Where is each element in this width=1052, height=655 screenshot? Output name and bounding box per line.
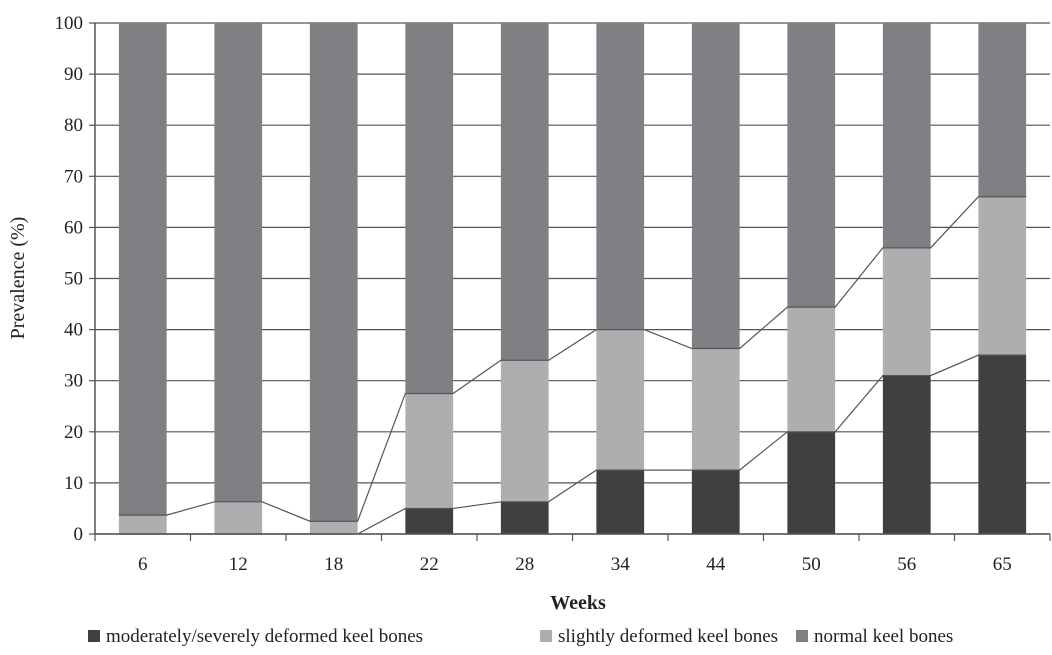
y-tick-label: 0 xyxy=(74,524,84,545)
bar-segment-normal-week-12 xyxy=(214,23,263,502)
bar-segment-slightly-week-28 xyxy=(500,360,549,502)
x-tick-label: 34 xyxy=(611,554,631,575)
y-tick-label: 10 xyxy=(64,473,83,494)
bar-segment-normal-week-28 xyxy=(500,23,549,361)
bar-segment-normal-week-6 xyxy=(118,23,167,516)
bar-segment-slightly-week-56 xyxy=(882,247,931,376)
bar-segment-moderately-severely-week-50 xyxy=(787,431,836,534)
bar-segment-slightly-week-18 xyxy=(309,521,358,534)
axis-layer: 0 10 20 30 40 50 60 70 80 90 100 6 12 18 22 28 34 44 50 56 6… xyxy=(55,13,1051,575)
bar-segment-normal-week-44 xyxy=(691,23,740,349)
bar-segment-moderately-severely-week-56 xyxy=(882,375,931,534)
y-tick-label: 100 xyxy=(55,13,84,34)
bar-segment-slightly-week-6 xyxy=(118,515,167,534)
bar-segment-slightly-week-12 xyxy=(214,501,263,534)
y-tick-label: 20 xyxy=(64,422,83,443)
y-tick-label: 60 xyxy=(64,217,83,238)
legend-label-0: moderately/severely deformed keel bones xyxy=(106,626,423,647)
bar-segment-normal-week-65 xyxy=(978,23,1027,197)
x-tick-label: 44 xyxy=(706,554,726,575)
legend-swatch-0 xyxy=(88,630,100,642)
x-axis-title: Weeks xyxy=(550,592,606,614)
x-tick-label: 18 xyxy=(324,554,343,575)
bar-segment-normal-week-22 xyxy=(405,23,454,394)
legend: moderately/severely deformed keel bones s… xyxy=(88,626,953,647)
bar-segment-moderately-severely-week-22 xyxy=(405,508,454,534)
bar-segment-moderately-severely-week-65 xyxy=(978,355,1027,534)
series-line-slightly xyxy=(118,196,1027,522)
y-tick-label: 80 xyxy=(64,115,83,136)
y-tick-label: 30 xyxy=(64,371,83,392)
legend-label-1: slightly deformed keel bones xyxy=(558,626,778,647)
y-axis-title: Prevalence (%) xyxy=(7,217,29,340)
legend-label-2: normal keel bones xyxy=(814,626,953,647)
y-tick-label: 90 xyxy=(64,64,83,85)
x-tick-label: 56 xyxy=(897,554,916,575)
bar-segment-moderately-severely-week-34 xyxy=(596,470,645,534)
bar-segment-normal-week-50 xyxy=(787,23,836,308)
y-tick-label: 70 xyxy=(64,166,83,187)
x-tick-label: 65 xyxy=(993,554,1012,575)
legend-swatch-1 xyxy=(540,630,552,642)
y-tick-label: 50 xyxy=(64,269,83,290)
bar-segment-slightly-week-65 xyxy=(978,196,1027,356)
bar-layer xyxy=(118,23,1027,534)
bar-segment-slightly-week-34 xyxy=(596,329,645,471)
bar-segment-moderately-severely-week-28 xyxy=(500,501,549,534)
bar-segment-slightly-week-50 xyxy=(787,307,836,432)
x-tick-label: 6 xyxy=(138,554,148,575)
bar-segment-normal-week-34 xyxy=(596,23,645,330)
bar-segment-slightly-week-44 xyxy=(691,348,740,471)
bar-segment-normal-week-18 xyxy=(309,23,358,522)
x-tick-label: 28 xyxy=(515,554,534,575)
bar-segment-normal-week-56 xyxy=(882,23,931,248)
x-tick-label: 50 xyxy=(802,554,821,575)
legend-swatch-2 xyxy=(796,630,808,642)
bar-segment-slightly-week-22 xyxy=(405,393,454,509)
bar-segment-moderately-severely-week-44 xyxy=(691,470,740,534)
x-tick-label: 12 xyxy=(229,554,248,575)
y-tick-label: 40 xyxy=(64,320,83,341)
x-tick-label: 22 xyxy=(420,554,439,575)
